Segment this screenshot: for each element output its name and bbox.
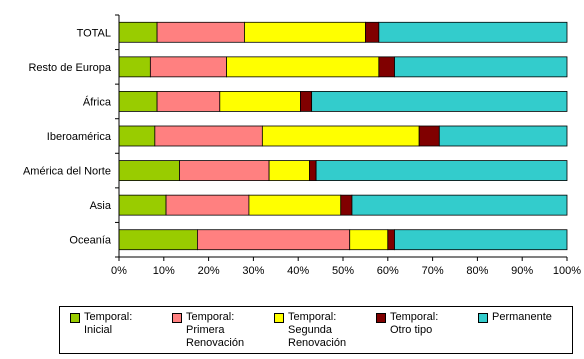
category-label-asia: Asia [90, 200, 112, 212]
legend-item-permanente: Permanente [478, 311, 552, 324]
bar-america-del-norte-temporal-segunda-renovacion [268, 160, 310, 181]
bars-layer [118, 21, 568, 251]
legend-item-inicial: Temporal: Inicial [70, 311, 132, 337]
bar-america-del-norte-temporal-otro-tipo [308, 160, 317, 181]
bar-africa-temporal-segunda-renovacion [219, 91, 301, 112]
bar-oceania-permanente [394, 229, 568, 251]
legend-label-otro-tipo: Temporal: Otro tipo [390, 311, 439, 336]
labels-layer: TOTAL Resto de Europa África Iberoamérica Am… [23, 27, 581, 277]
x-tick-label-70pct: 70% [422, 265, 444, 277]
legend-swatch-otro-tipo [376, 313, 386, 323]
bar-america-del-norte-temporal-inicial [118, 160, 180, 181]
x-tick-label-90pct: 90% [511, 265, 533, 277]
bar-iberoamerica-temporal-otro-tipo [418, 125, 440, 147]
bar-resto-de-europa-temporal-otro-tipo [378, 56, 395, 78]
bar-america-del-norte-permanente [315, 160, 568, 181]
bar-oceania-temporal-segunda-renovacion [349, 229, 389, 251]
bar-asia-temporal-segunda-renovacion [248, 194, 342, 216]
bar-africa-temporal-inicial [118, 91, 158, 112]
bar-iberoamerica-temporal-primera-renovacion [154, 125, 263, 147]
category-label-total: TOTAL [77, 27, 111, 39]
bar-resto-de-europa-temporal-segunda-renovacion [226, 56, 380, 78]
category-label-iberoamerica: Iberoamérica [47, 131, 112, 143]
x-tick-label-40pct: 40% [287, 265, 309, 277]
legend-item-otro-tipo: Temporal: Otro tipo [376, 311, 438, 337]
legend-item-segunda-renovacion: Temporal: Segunda Renovación [274, 311, 346, 350]
bar-africa-temporal-otro-tipo [300, 91, 313, 112]
bar-resto-de-europa-temporal-inicial [118, 56, 151, 78]
legend-swatch-segunda-renovacion [274, 313, 284, 323]
x-tick-label-60pct: 60% [377, 265, 399, 277]
legend-label-primera-renovacion: Temporal: Primera Renovación [186, 311, 245, 349]
bar-oceania-temporal-inicial [118, 229, 198, 251]
bar-resto-de-europa-permanente [394, 56, 568, 78]
bar-iberoamerica-permanente [438, 125, 568, 147]
bar-total-temporal-segunda-renovacion [244, 21, 366, 43]
bar-africa-temporal-primera-renovacion [156, 91, 221, 112]
bar-america-del-norte-temporal-primera-renovacion [179, 160, 270, 181]
bar-africa-permanente [311, 91, 568, 112]
x-tick-label-10pct: 10% [153, 265, 175, 277]
bar-total-temporal-inicial [118, 21, 158, 43]
category-label-oceania: Oceanía [69, 235, 111, 247]
legend-label-inicial: Temporal: Inicial [84, 311, 133, 336]
legend-item-primera-renovacion: Temporal: Primera Renovación [172, 311, 244, 350]
bar-asia-temporal-primera-renovacion [165, 194, 250, 216]
axes-layer [115, 14, 568, 261]
x-tick-label-30pct: 30% [242, 265, 264, 277]
legend-swatch-inicial [70, 313, 80, 323]
category-label-africa: África [83, 95, 112, 108]
legend-label-permanente: Permanente [492, 311, 552, 323]
bar-total-temporal-otro-tipo [364, 21, 380, 43]
bar-asia-temporal-otro-tipo [340, 194, 353, 216]
bar-iberoamerica-temporal-segunda-renovacion [261, 125, 420, 147]
bar-iberoamerica-temporal-inicial [118, 125, 156, 147]
bar-oceania-temporal-primera-renovacion [196, 229, 351, 251]
bar-total-permanente [378, 21, 568, 43]
bar-oceania-temporal-otro-tipo [387, 229, 395, 251]
bar-resto-de-europa-temporal-primera-renovacion [149, 56, 227, 78]
x-tick-label-20pct: 20% [198, 265, 220, 277]
category-label-resto-de-europa: Resto de Europa [28, 62, 111, 74]
bar-asia-permanente [351, 194, 568, 216]
x-tick-label-80pct: 80% [466, 265, 488, 277]
legend: Temporal: Inicial Temporal: Primera Reno… [59, 306, 573, 354]
bar-total-temporal-primera-renovacion [156, 21, 245, 43]
legend-swatch-permanente [478, 313, 488, 323]
category-label-america-del-norte: América del Norte [23, 166, 111, 178]
legend-swatch-primera-renovacion [172, 313, 182, 323]
x-tick-label-0pct: 0% [111, 265, 127, 277]
bar-asia-temporal-inicial [118, 194, 167, 216]
legend-label-segunda-renovacion: Temporal: Segunda Renovación [288, 311, 347, 349]
x-tick-label-100pct: 100% [553, 265, 581, 277]
x-tick-label-50pct: 50% [332, 265, 354, 277]
